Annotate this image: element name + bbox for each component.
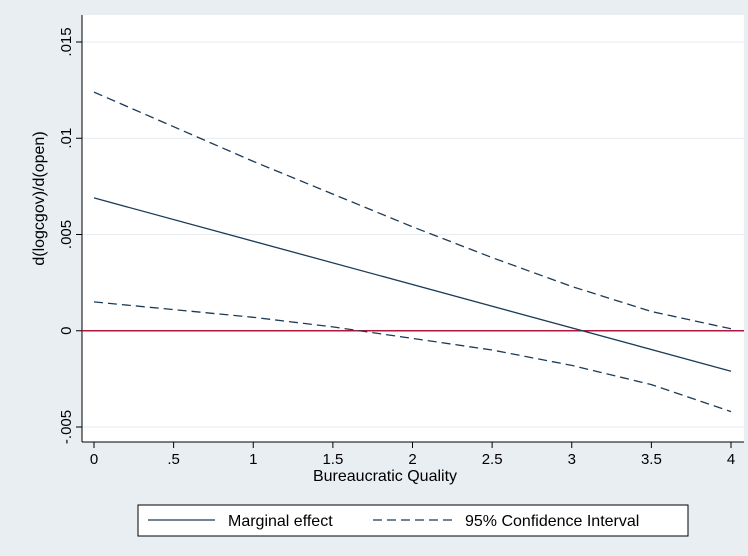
x-axis-title: Bureaucratic Quality xyxy=(313,468,457,485)
x-tick-label: 1.5 xyxy=(322,451,343,468)
marginal-effect-line xyxy=(93,197,732,372)
ci-lower-line xyxy=(93,301,732,413)
x-tick-label: 2.5 xyxy=(482,451,503,468)
legend-label-marginal-effect: Marginal effect xyxy=(228,513,333,530)
y-tick-label: .01 xyxy=(58,128,75,149)
plot-area xyxy=(82,15,744,442)
legend-label-confidence-interval: 95% Confidence Interval xyxy=(465,513,639,530)
x-tick-label: 0 xyxy=(90,451,98,468)
axes: -.005 0 .005 .01 .015 0 .5 1 1.5 2 2.5 3 3.5 4 xyxy=(58,15,744,468)
y-tick-label: 0 xyxy=(58,327,75,335)
y-axis-title: d(logcgov)/d(open) xyxy=(31,131,48,265)
y-tick-label: .015 xyxy=(58,27,75,56)
x-tick-label: .5 xyxy=(167,451,180,468)
x-tick-label: 1 xyxy=(249,451,257,468)
x-tick-label: 2 xyxy=(408,451,416,468)
ci-upper-line xyxy=(93,91,732,330)
legend: Marginal effect 95% Confidence Interval xyxy=(137,504,689,537)
y-tick-label: .005 xyxy=(58,220,75,249)
legend-box xyxy=(137,504,689,537)
x-tick-label: 4 xyxy=(727,451,735,468)
series-layer xyxy=(82,91,744,413)
y-tick-label: -.005 xyxy=(58,410,75,444)
x-tick-label: 3 xyxy=(568,451,576,468)
x-tick-label: 3.5 xyxy=(641,451,662,468)
